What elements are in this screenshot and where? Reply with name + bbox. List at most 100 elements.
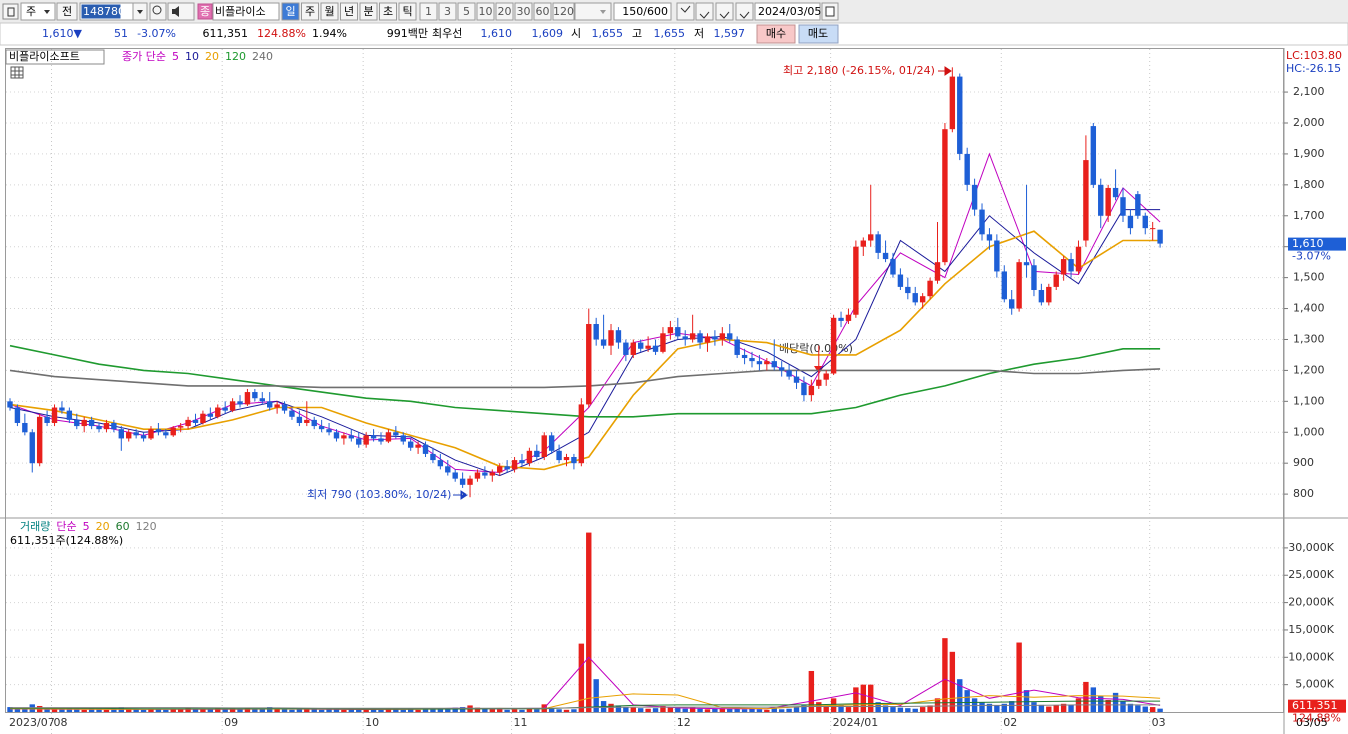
candle-body — [229, 401, 236, 411]
date-field[interactable] — [754, 2, 821, 21]
interval-label[interactable]: 3 — [444, 5, 451, 18]
candle-body — [882, 252, 889, 260]
volume-bar — [667, 707, 674, 712]
volume-bar — [296, 709, 303, 712]
name-field[interactable] — [212, 2, 280, 21]
volume-bar — [1127, 703, 1134, 712]
candle-body — [430, 453, 436, 461]
volume-bar — [905, 708, 911, 712]
volume-bar — [734, 707, 740, 712]
period-button[interactable] — [398, 2, 417, 21]
interval-label[interactable]: 120 — [553, 5, 574, 18]
interval-button[interactable] — [552, 2, 575, 21]
candle-body — [170, 427, 176, 436]
volume-bar — [133, 709, 139, 712]
period-label[interactable]: 틱 — [402, 5, 412, 18]
candle-body — [363, 435, 369, 445]
candle-body — [645, 345, 651, 349]
buy-button[interactable] — [756, 24, 796, 44]
y-tick-label: 800 — [1293, 487, 1314, 500]
name-icon-box — [197, 3, 213, 20]
menu-icon-glyph — [7, 7, 15, 17]
interval-button[interactable] — [457, 2, 476, 21]
period-button[interactable] — [340, 2, 358, 21]
interval-button[interactable] — [438, 2, 457, 21]
candle-body — [1120, 197, 1126, 216]
interval-button[interactable] — [476, 2, 495, 21]
period-button[interactable] — [301, 2, 319, 21]
interval-button[interactable] — [533, 2, 552, 21]
candle-body — [1127, 215, 1134, 229]
period-label[interactable]: 일 — [285, 4, 295, 18]
volume-bar — [103, 709, 110, 712]
interval-button[interactable] — [514, 2, 533, 21]
interval-label[interactable]: 20 — [498, 5, 512, 18]
period-button[interactable] — [281, 2, 300, 21]
candle-body — [838, 317, 844, 321]
menu-icon[interactable] — [2, 3, 19, 20]
candle-body — [897, 274, 904, 287]
period-label[interactable]: 초 — [383, 5, 393, 18]
volume-bar — [942, 638, 948, 712]
blank-combo[interactable] — [574, 2, 612, 21]
sound-button[interactable] — [167, 2, 195, 21]
interval-label[interactable]: 5 — [463, 5, 470, 18]
x-end-label: 03/05 — [1296, 716, 1328, 729]
market-select[interactable] — [20, 2, 56, 21]
grid-icon[interactable] — [10, 66, 24, 79]
candle-body — [393, 432, 399, 436]
buy[interactable]: 매수 — [766, 27, 786, 40]
period-label[interactable]: 년 — [344, 5, 354, 18]
tool-button[interactable] — [715, 2, 734, 21]
period-label[interactable]: 분 — [363, 5, 373, 18]
legend-entry: 120 — [136, 520, 157, 533]
count-field[interactable] — [613, 2, 672, 21]
interval-button[interactable] — [419, 2, 438, 21]
candle-body — [667, 327, 674, 334]
tool-button[interactable] — [735, 2, 754, 21]
volume-bar — [1046, 706, 1052, 712]
period-label[interactable]: 주 — [305, 5, 315, 18]
best-ask: 1,610 — [481, 27, 513, 40]
tool-button[interactable] — [695, 2, 714, 21]
volume-bar — [712, 708, 718, 712]
sell[interactable]: 매도 — [808, 27, 828, 40]
tool-glyph — [719, 11, 730, 19]
candle-body — [986, 234, 993, 241]
volume-bar — [363, 709, 369, 712]
sell-button[interactable] — [798, 24, 839, 44]
high-arrow — [938, 66, 952, 76]
interval-label[interactable]: 1 — [425, 5, 432, 18]
y-tick-label: 1,100 — [1293, 394, 1325, 407]
candle-body — [741, 354, 748, 359]
ma-line — [10, 704, 1161, 709]
interval-button[interactable] — [495, 2, 514, 21]
prev-button[interactable] — [56, 2, 78, 21]
interval-label[interactable]: 60 — [536, 5, 550, 18]
volume-bar — [378, 709, 384, 712]
volume-bar — [823, 706, 829, 712]
volume-bar — [526, 708, 533, 712]
volume-bar — [304, 708, 310, 712]
legend-entry: 5 — [83, 520, 90, 533]
candle-body — [185, 419, 191, 427]
period-label[interactable]: 월 — [324, 5, 334, 18]
legend-entry: 120 — [225, 50, 246, 63]
period-button[interactable] — [320, 2, 339, 21]
candle-body — [274, 404, 280, 408]
interval-label[interactable]: 10 — [479, 5, 493, 18]
candle-body — [29, 432, 35, 464]
volume-bar — [489, 709, 495, 712]
search-button[interactable] — [149, 2, 167, 21]
volume-bar — [957, 679, 963, 712]
period-button[interactable] — [359, 2, 378, 21]
interval-label[interactable]: 30 — [517, 5, 531, 18]
legend-entry: 240 — [252, 50, 273, 63]
candle-body — [630, 342, 636, 355]
grid-icon-lines — [11, 67, 23, 78]
volume-bar — [385, 708, 392, 712]
volume-bar — [548, 708, 555, 712]
volume-bar — [563, 709, 570, 712]
period-button[interactable] — [379, 2, 397, 21]
candle-body — [378, 438, 384, 442]
